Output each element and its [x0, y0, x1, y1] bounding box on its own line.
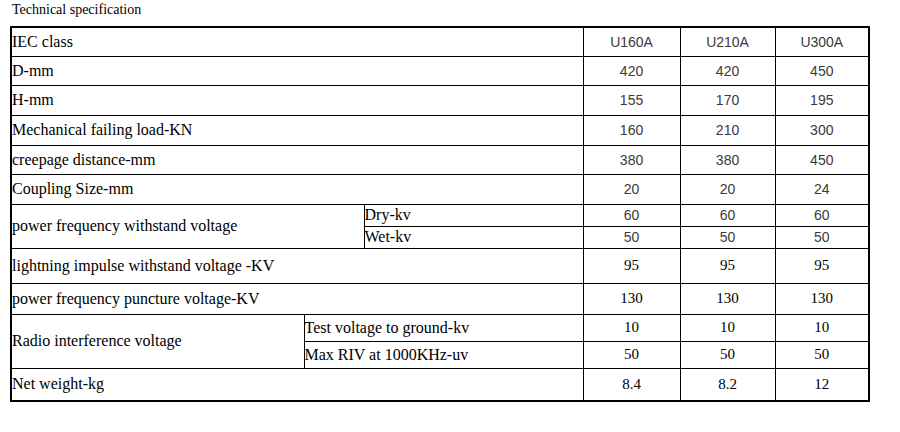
table-row: Mechanical failing load-KN 160 210 300	[11, 115, 869, 145]
cell-value: 50	[583, 341, 680, 368]
table-row: Radio interference voltage Test voltage …	[11, 314, 869, 341]
table-row: power frequency puncture voltage-KV 130 …	[11, 283, 869, 314]
table-row: Coupling Size-mm 20 20 24	[11, 174, 869, 204]
cell-value: 300	[775, 115, 869, 145]
cell-value: 130	[583, 283, 680, 314]
table-row: power frequency withstand voltage Dry-kv…	[11, 204, 869, 226]
cell-value: 380	[583, 145, 680, 174]
column-header-u300a: U300A	[775, 27, 869, 56]
row-label-h-mm: H-mm	[11, 85, 583, 115]
cell-value: 95	[775, 248, 869, 283]
cell-value: 155	[583, 85, 680, 115]
cell-value: 50	[583, 226, 680, 248]
row-label-net-weight: Net weight-kg	[11, 368, 583, 401]
sub-row-label-wet-kv: Wet-kv	[364, 226, 583, 248]
row-label-iec-class: IEC class	[11, 27, 583, 56]
row-label-power-frequency-withstand-voltage: power frequency withstand voltage	[11, 204, 364, 248]
cell-value: 450	[775, 145, 869, 174]
row-label-radio-interference-voltage: Radio interference voltage	[11, 314, 304, 368]
cell-value: 50	[680, 341, 775, 368]
row-label-d-mm: D-mm	[11, 56, 583, 85]
cell-value: 420	[680, 56, 775, 85]
table-row: creepage distance-mm 380 380 450	[11, 145, 869, 174]
cell-value: 10	[680, 314, 775, 341]
cell-value: 10	[583, 314, 680, 341]
row-label-power-frequency-puncture-voltage: power frequency puncture voltage-KV	[11, 283, 583, 314]
cell-value: 130	[775, 283, 869, 314]
cell-value: 60	[680, 204, 775, 226]
cell-value: 20	[680, 174, 775, 204]
cell-value: 95	[583, 248, 680, 283]
cell-value: 450	[775, 56, 869, 85]
cell-value: 195	[775, 85, 869, 115]
technical-specification-table: IEC class U160A U210A U300A D-mm 420 420…	[10, 26, 870, 402]
table-row: D-mm 420 420 450	[11, 56, 869, 85]
cell-value: 60	[775, 204, 869, 226]
cell-value: 380	[680, 145, 775, 174]
cell-value: 20	[583, 174, 680, 204]
cell-value: 50	[775, 226, 869, 248]
cell-value: 170	[680, 85, 775, 115]
cell-value: 160	[583, 115, 680, 145]
cell-value: 8.2	[680, 368, 775, 401]
cell-value: 50	[775, 341, 869, 368]
cell-value: 10	[775, 314, 869, 341]
table-row: lightning impulse withstand voltage -KV …	[11, 248, 869, 283]
cell-value: 95	[680, 248, 775, 283]
cell-value: 420	[583, 56, 680, 85]
page-title: Technical specification	[12, 2, 141, 18]
sub-row-label-test-voltage-to-ground: Test voltage to ground-kv	[304, 314, 583, 341]
cell-value: 50	[680, 226, 775, 248]
table-row: Net weight-kg 8.4 8.2 12	[11, 368, 869, 401]
row-label-creepage-distance: creepage distance-mm	[11, 145, 583, 174]
cell-value: 12	[775, 368, 869, 401]
sub-row-label-dry-kv: Dry-kv	[364, 204, 583, 226]
row-label-mechanical-failing-load: Mechanical failing load-KN	[11, 115, 583, 145]
row-label-coupling-size: Coupling Size-mm	[11, 174, 583, 204]
column-header-u160a: U160A	[583, 27, 680, 56]
sub-row-label-max-riv: Max RIV at 1000KHz-uv	[304, 341, 583, 368]
column-header-u210a: U210A	[680, 27, 775, 56]
cell-value: 8.4	[583, 368, 680, 401]
cell-value: 60	[583, 204, 680, 226]
table-row: H-mm 155 170 195	[11, 85, 869, 115]
cell-value: 130	[680, 283, 775, 314]
cell-value: 24	[775, 174, 869, 204]
row-label-lightning-impulse-withstand-voltage: lightning impulse withstand voltage -KV	[11, 248, 583, 283]
table-row-header: IEC class U160A U210A U300A	[11, 27, 869, 56]
cell-value: 210	[680, 115, 775, 145]
